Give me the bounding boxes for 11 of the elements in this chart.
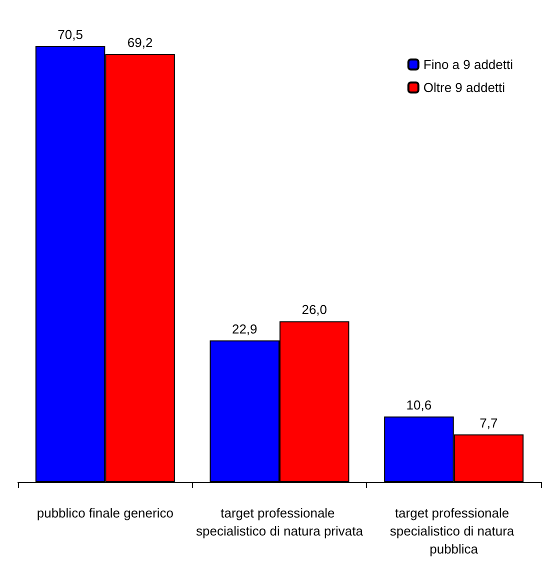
data-label: 7,7 [480, 415, 498, 430]
data-label: 10,6 [406, 397, 432, 412]
data-label: 70,5 [58, 27, 83, 42]
data-label: 26,0 [302, 302, 328, 318]
data-label: 69,2 [127, 35, 153, 50]
data-label: 22,9 [232, 321, 258, 336]
x-tick-label: target professionale specialistico di natura pubblica [390, 506, 518, 556]
x-tick-label: pubblico finale generico [36, 506, 174, 520]
x-tick-label: target professionale specialistico di natura privata [196, 506, 364, 538]
legend-label: Oltre 9 addetti [423, 80, 506, 95]
legend-label: Fino a 9 addetti [423, 57, 514, 72]
